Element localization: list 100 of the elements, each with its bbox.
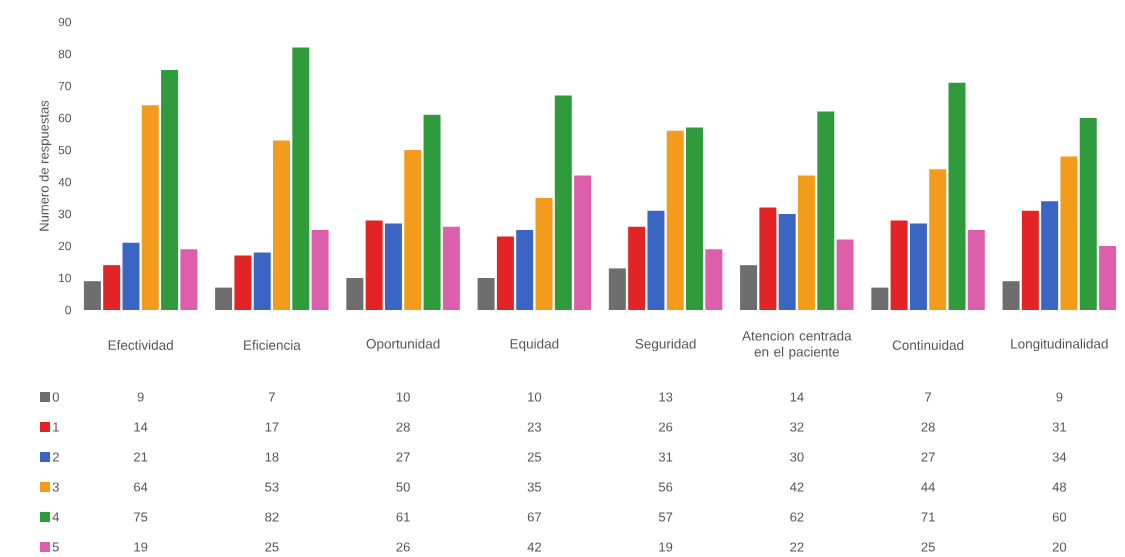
bar	[141, 105, 159, 310]
data-label: 62	[790, 512, 804, 522]
data-label: 32	[790, 422, 804, 432]
data-label: 28	[396, 422, 410, 432]
data-label: 25	[527, 452, 542, 462]
data-label: 50	[396, 482, 410, 492]
legend-label: 1	[53, 422, 59, 432]
bar	[253, 252, 271, 310]
bar	[477, 277, 495, 310]
x-tick-label: Efectividad	[108, 340, 173, 350]
data-label: 10	[528, 392, 542, 402]
data-label: 9	[137, 392, 144, 402]
bar	[442, 226, 460, 310]
data-label: 31	[658, 452, 673, 462]
bar	[554, 95, 572, 310]
x-tick-label: Seguridad	[635, 338, 696, 352]
x-tick-label: Equidad	[510, 338, 559, 352]
data-label: 31	[1052, 422, 1066, 432]
y-tick-label: 0	[65, 305, 72, 315]
data-label: 9	[1056, 392, 1063, 402]
bar	[1021, 210, 1039, 310]
bar	[666, 130, 684, 310]
bar	[647, 210, 665, 310]
x-tick-label: Oportunidad	[366, 338, 440, 352]
bar	[122, 242, 140, 310]
bar	[516, 229, 534, 310]
bar	[759, 207, 777, 310]
y-tick-label: 30	[58, 209, 72, 219]
bar	[1041, 201, 1059, 310]
data-label: 35	[527, 482, 542, 492]
bar	[1099, 245, 1117, 310]
data-label: 60	[1052, 512, 1067, 522]
x-tick-label: Eficiencia	[244, 340, 301, 350]
bar	[909, 223, 927, 310]
bar	[705, 249, 723, 310]
bar	[1002, 281, 1020, 310]
y-tick-label: 90	[58, 17, 72, 27]
data-label: 10	[396, 392, 410, 402]
bar	[778, 213, 796, 310]
data-label: 18	[265, 452, 279, 462]
data-label: 30	[790, 452, 804, 462]
y-tick-label: 60	[58, 113, 72, 123]
y-tick-label: 80	[58, 49, 72, 59]
y-tick-label: 70	[58, 81, 72, 91]
data-label: 7	[925, 392, 932, 402]
bar	[292, 47, 310, 310]
data-label: 20	[1052, 542, 1067, 552]
data-label: 64	[134, 482, 148, 492]
bar	[496, 236, 514, 310]
bar	[83, 281, 101, 310]
bar	[161, 70, 179, 310]
data-label: 14	[134, 422, 148, 432]
data-label: 75	[134, 512, 148, 522]
data-label: 22	[790, 542, 804, 552]
data-label: 13	[659, 392, 673, 402]
data-label: 23	[527, 422, 542, 432]
y-tick-label: 20	[58, 241, 72, 251]
data-label: 34	[1052, 452, 1067, 462]
data-label: 21	[134, 452, 148, 462]
bar	[929, 169, 947, 310]
bar	[871, 287, 889, 310]
y-axis-title: Numero de respuestas	[39, 100, 52, 231]
data-label: 28	[921, 422, 935, 432]
legend-label: 4	[52, 512, 60, 522]
bar	[628, 226, 646, 310]
legend-label: 2	[52, 452, 59, 462]
data-label: 19	[134, 542, 148, 552]
data-label: 42	[527, 542, 541, 552]
bar	[797, 175, 815, 310]
data-label: 26	[396, 542, 410, 552]
bar	[1060, 156, 1078, 310]
data-label: 71	[921, 512, 935, 522]
bar	[103, 265, 121, 310]
bar	[273, 140, 291, 310]
bar	[234, 255, 252, 310]
data-label: 56	[658, 482, 673, 492]
bar	[948, 82, 966, 310]
bar	[740, 265, 758, 310]
data-label: 26	[659, 422, 673, 432]
bar	[215, 287, 233, 310]
bar	[890, 220, 908, 310]
bar	[836, 239, 854, 310]
y-tick-label: 10	[59, 273, 72, 283]
data-label: 17	[265, 422, 279, 432]
data-label: 82	[265, 512, 279, 522]
legend-label: 3	[52, 482, 59, 492]
data-label: 27	[396, 452, 410, 462]
x-tick-label: Continuidad	[892, 340, 964, 350]
data-label: 61	[396, 512, 410, 522]
data-label: 27	[921, 452, 935, 462]
bar	[817, 111, 835, 310]
data-label: 48	[1052, 482, 1067, 492]
data-label: 14	[790, 392, 804, 402]
bar	[404, 150, 422, 310]
bar	[686, 127, 704, 310]
bar	[574, 175, 592, 310]
data-label: 19	[659, 542, 673, 552]
bar	[967, 229, 985, 310]
y-tick-label: 50	[58, 145, 72, 155]
bar	[1079, 118, 1097, 310]
